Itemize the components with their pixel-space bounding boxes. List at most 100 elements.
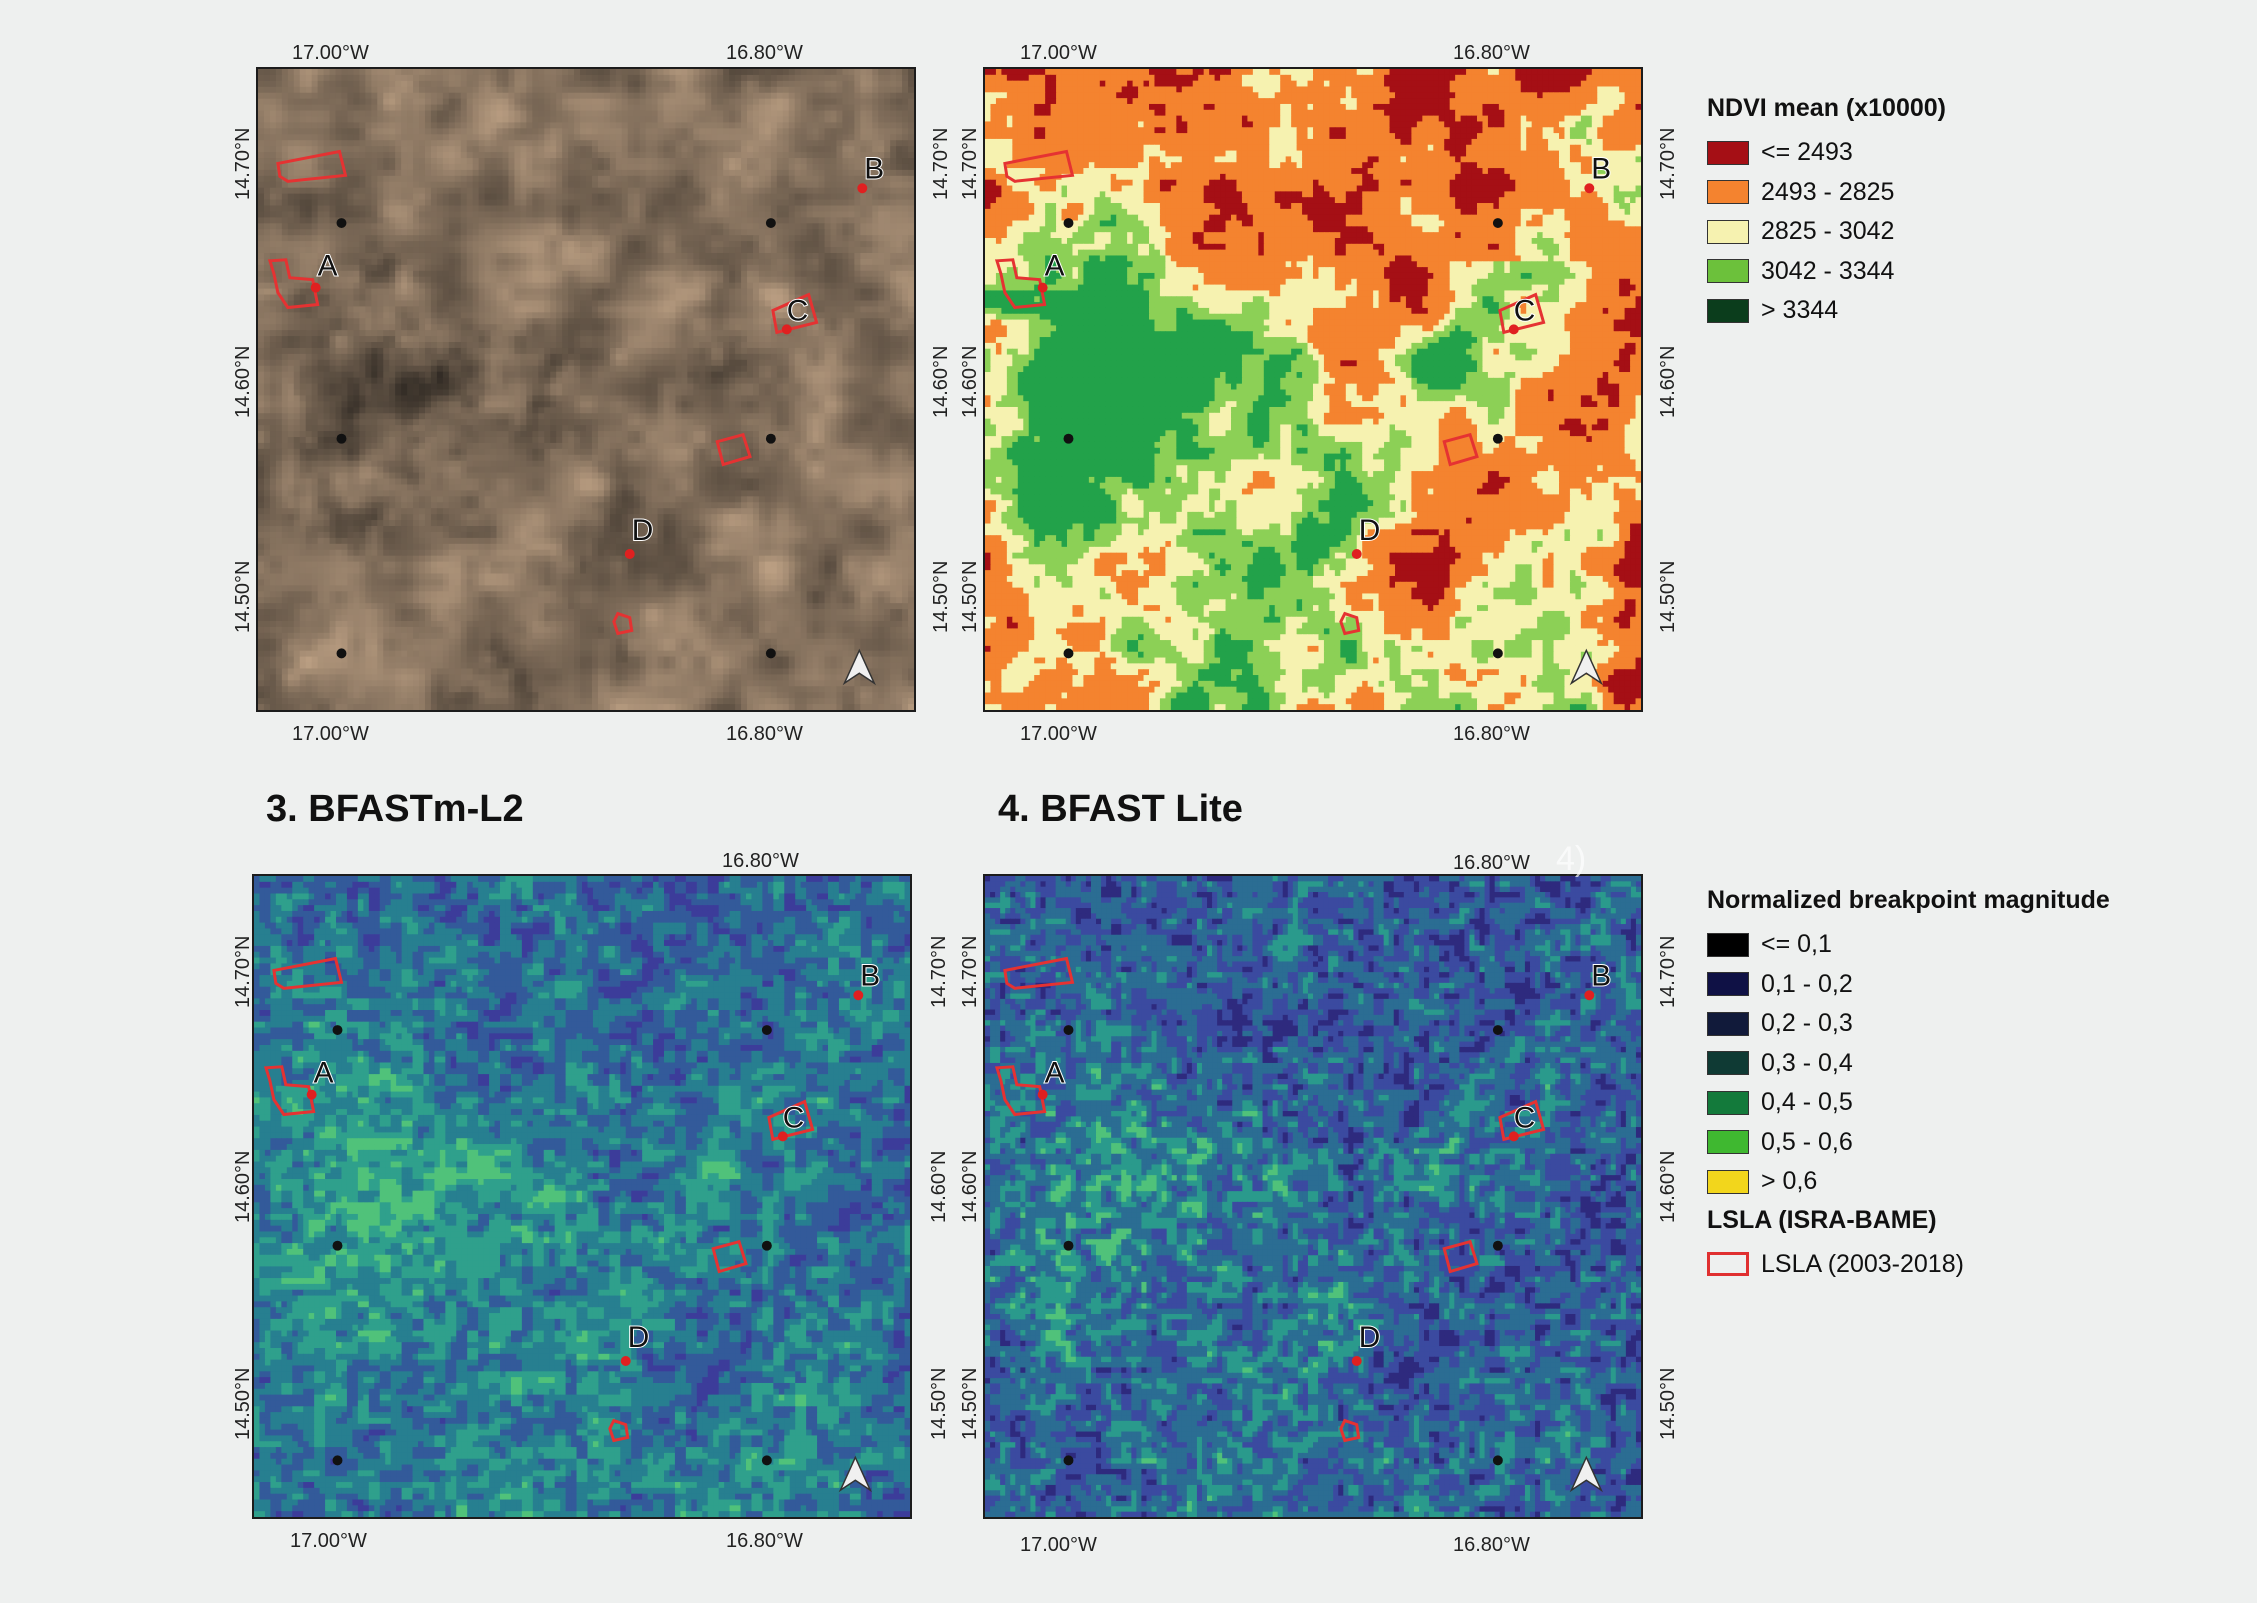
lon-label-bottom: 17.00°W xyxy=(1020,1534,1097,1557)
site-label: B xyxy=(864,152,884,185)
lon-label-top: 17.00°W xyxy=(292,42,369,65)
legend-item: 2493 - 2825 xyxy=(1707,173,1946,213)
site-marker[interactable] xyxy=(777,1131,788,1142)
legend-item: > 3344 xyxy=(1707,291,1946,331)
legend-breakpoint-title: Normalized breakpoint magnitude xyxy=(1707,886,2110,915)
map-ndvi[interactable]: A B C D xyxy=(983,67,1643,712)
lat-label: 14.60°N xyxy=(232,346,255,419)
lsla-polygon[interactable] xyxy=(1339,1418,1361,1443)
legend-label: 2825 - 3042 xyxy=(1761,217,1894,246)
lsla-polygon[interactable] xyxy=(994,258,1047,310)
legend-swatch xyxy=(1707,1090,1749,1115)
lon-label-top: 16.80°W xyxy=(1453,852,1530,875)
site-marker[interactable] xyxy=(306,1089,317,1100)
site-marker[interactable] xyxy=(1037,282,1048,293)
lat-label: 14.70°N xyxy=(930,128,953,201)
site-label: B xyxy=(1591,152,1611,185)
lat-label: 14.50°N xyxy=(930,561,953,634)
legend-swatch xyxy=(1707,140,1749,165)
legend-breakpoint: Normalized breakpoint magnitude <= 0,1 0,… xyxy=(1707,886,2110,1284)
lat-label: 14.50°N xyxy=(959,561,982,634)
site-marker[interactable] xyxy=(853,990,864,1001)
site-label: D xyxy=(1359,514,1381,547)
site-label: A xyxy=(314,1057,334,1090)
lsla-polygon[interactable] xyxy=(267,258,320,310)
grid-point xyxy=(1063,433,1074,444)
lsla-polygon[interactable] xyxy=(1498,292,1546,335)
lsla-polygon[interactable] xyxy=(771,292,819,335)
lsla-polygon[interactable] xyxy=(1003,149,1075,183)
north-arrow-icon xyxy=(838,1455,873,1493)
site-marker[interactable] xyxy=(1508,324,1519,335)
partial-label: 4) xyxy=(1556,840,1586,879)
grid-point xyxy=(761,1240,772,1251)
map-bfastm-l2[interactable]: A B C D xyxy=(252,874,912,1519)
grid-point xyxy=(1063,1240,1074,1251)
lsla-polygon[interactable] xyxy=(612,611,634,636)
legend-item: LSLA (2003-2018) xyxy=(1707,1245,2110,1285)
legend-item: <= 0,1 xyxy=(1707,925,2110,965)
site-marker[interactable] xyxy=(1508,1131,1519,1142)
lsla-polygon[interactable] xyxy=(263,1065,316,1117)
lsla-polygon[interactable] xyxy=(994,1065,1047,1117)
legend-swatch xyxy=(1707,298,1749,323)
legend-ndvi: NDVI mean (x10000) <= 2493 2493 - 2825 282… xyxy=(1707,94,1946,331)
site-marker[interactable] xyxy=(1037,1089,1048,1100)
legend-item: 0,5 - 0,6 xyxy=(1707,1123,2110,1163)
lon-label-top: 16.80°W xyxy=(726,42,803,65)
grid-point xyxy=(1063,648,1074,659)
site-label: D xyxy=(1359,1321,1381,1354)
lat-label: 14.70°N xyxy=(928,936,951,1009)
site-marker[interactable] xyxy=(857,183,868,194)
site-marker[interactable] xyxy=(1584,183,1595,194)
lsla-polygon[interactable] xyxy=(1339,611,1361,636)
site-marker[interactable] xyxy=(620,1356,631,1366)
grid-point xyxy=(1492,218,1503,229)
lon-label-bottom: 17.00°W xyxy=(1020,723,1097,746)
legend-item: 2825 - 3042 xyxy=(1707,212,1946,252)
lon-label-top: 16.80°W xyxy=(1453,42,1530,65)
lat-label: 14.50°N xyxy=(232,561,255,634)
panel-title-bfast-lite: 4. BFAST Lite xyxy=(998,788,1243,831)
lon-label-bottom: 17.00°W xyxy=(292,723,369,746)
legend-label: 0,3 - 0,4 xyxy=(1761,1049,1853,1078)
legend-label: 3042 - 3344 xyxy=(1761,257,1894,286)
legend-label: > 3344 xyxy=(1761,296,1838,325)
lat-label: 14.60°N xyxy=(959,346,982,419)
lsla-polygon[interactable] xyxy=(767,1099,815,1142)
site-label: C xyxy=(787,294,809,327)
site-label: C xyxy=(1514,294,1536,327)
site-marker[interactable] xyxy=(624,549,635,559)
map-bfast-lite[interactable]: A B C D xyxy=(983,874,1643,1519)
lsla-polygon[interactable] xyxy=(715,432,752,467)
lsla-polygon[interactable] xyxy=(1003,956,1075,990)
legend-swatch xyxy=(1707,259,1749,284)
legend-swatch xyxy=(1707,1169,1749,1194)
lon-label-bottom: 16.80°W xyxy=(726,1530,803,1553)
site-marker[interactable] xyxy=(1351,1356,1362,1366)
map-satellite[interactable]: A B C D xyxy=(256,67,916,712)
lsla-polygon[interactable] xyxy=(711,1239,748,1274)
lsla-polygon[interactable] xyxy=(276,149,348,183)
north-arrow-icon xyxy=(1569,1455,1604,1493)
legend-item: 0,4 - 0,5 xyxy=(1707,1083,2110,1123)
lsla-polygon[interactable] xyxy=(272,956,344,990)
legend-label: > 0,6 xyxy=(1761,1167,1817,1196)
lat-label: 14.60°N xyxy=(1657,346,1680,419)
site-marker[interactable] xyxy=(781,324,792,335)
lsla-polygon[interactable] xyxy=(1442,432,1479,467)
legend-item: <= 2493 xyxy=(1707,133,1946,173)
lsla-polygon[interactable] xyxy=(608,1418,630,1443)
legend-item: > 0,6 xyxy=(1707,1162,2110,1202)
grid-point xyxy=(1063,1025,1074,1036)
lsla-polygon[interactable] xyxy=(1442,1239,1479,1274)
lon-label-bottom: 16.80°W xyxy=(1453,723,1530,746)
lsla-polygon[interactable] xyxy=(1498,1099,1546,1142)
site-label: B xyxy=(1591,959,1611,992)
legend-swatch xyxy=(1707,180,1749,205)
lat-label: 14.70°N xyxy=(959,936,982,1009)
site-marker[interactable] xyxy=(1351,549,1362,559)
site-marker[interactable] xyxy=(1584,990,1595,1001)
lon-label-bottom: 16.80°W xyxy=(726,723,803,746)
site-marker[interactable] xyxy=(310,282,321,293)
